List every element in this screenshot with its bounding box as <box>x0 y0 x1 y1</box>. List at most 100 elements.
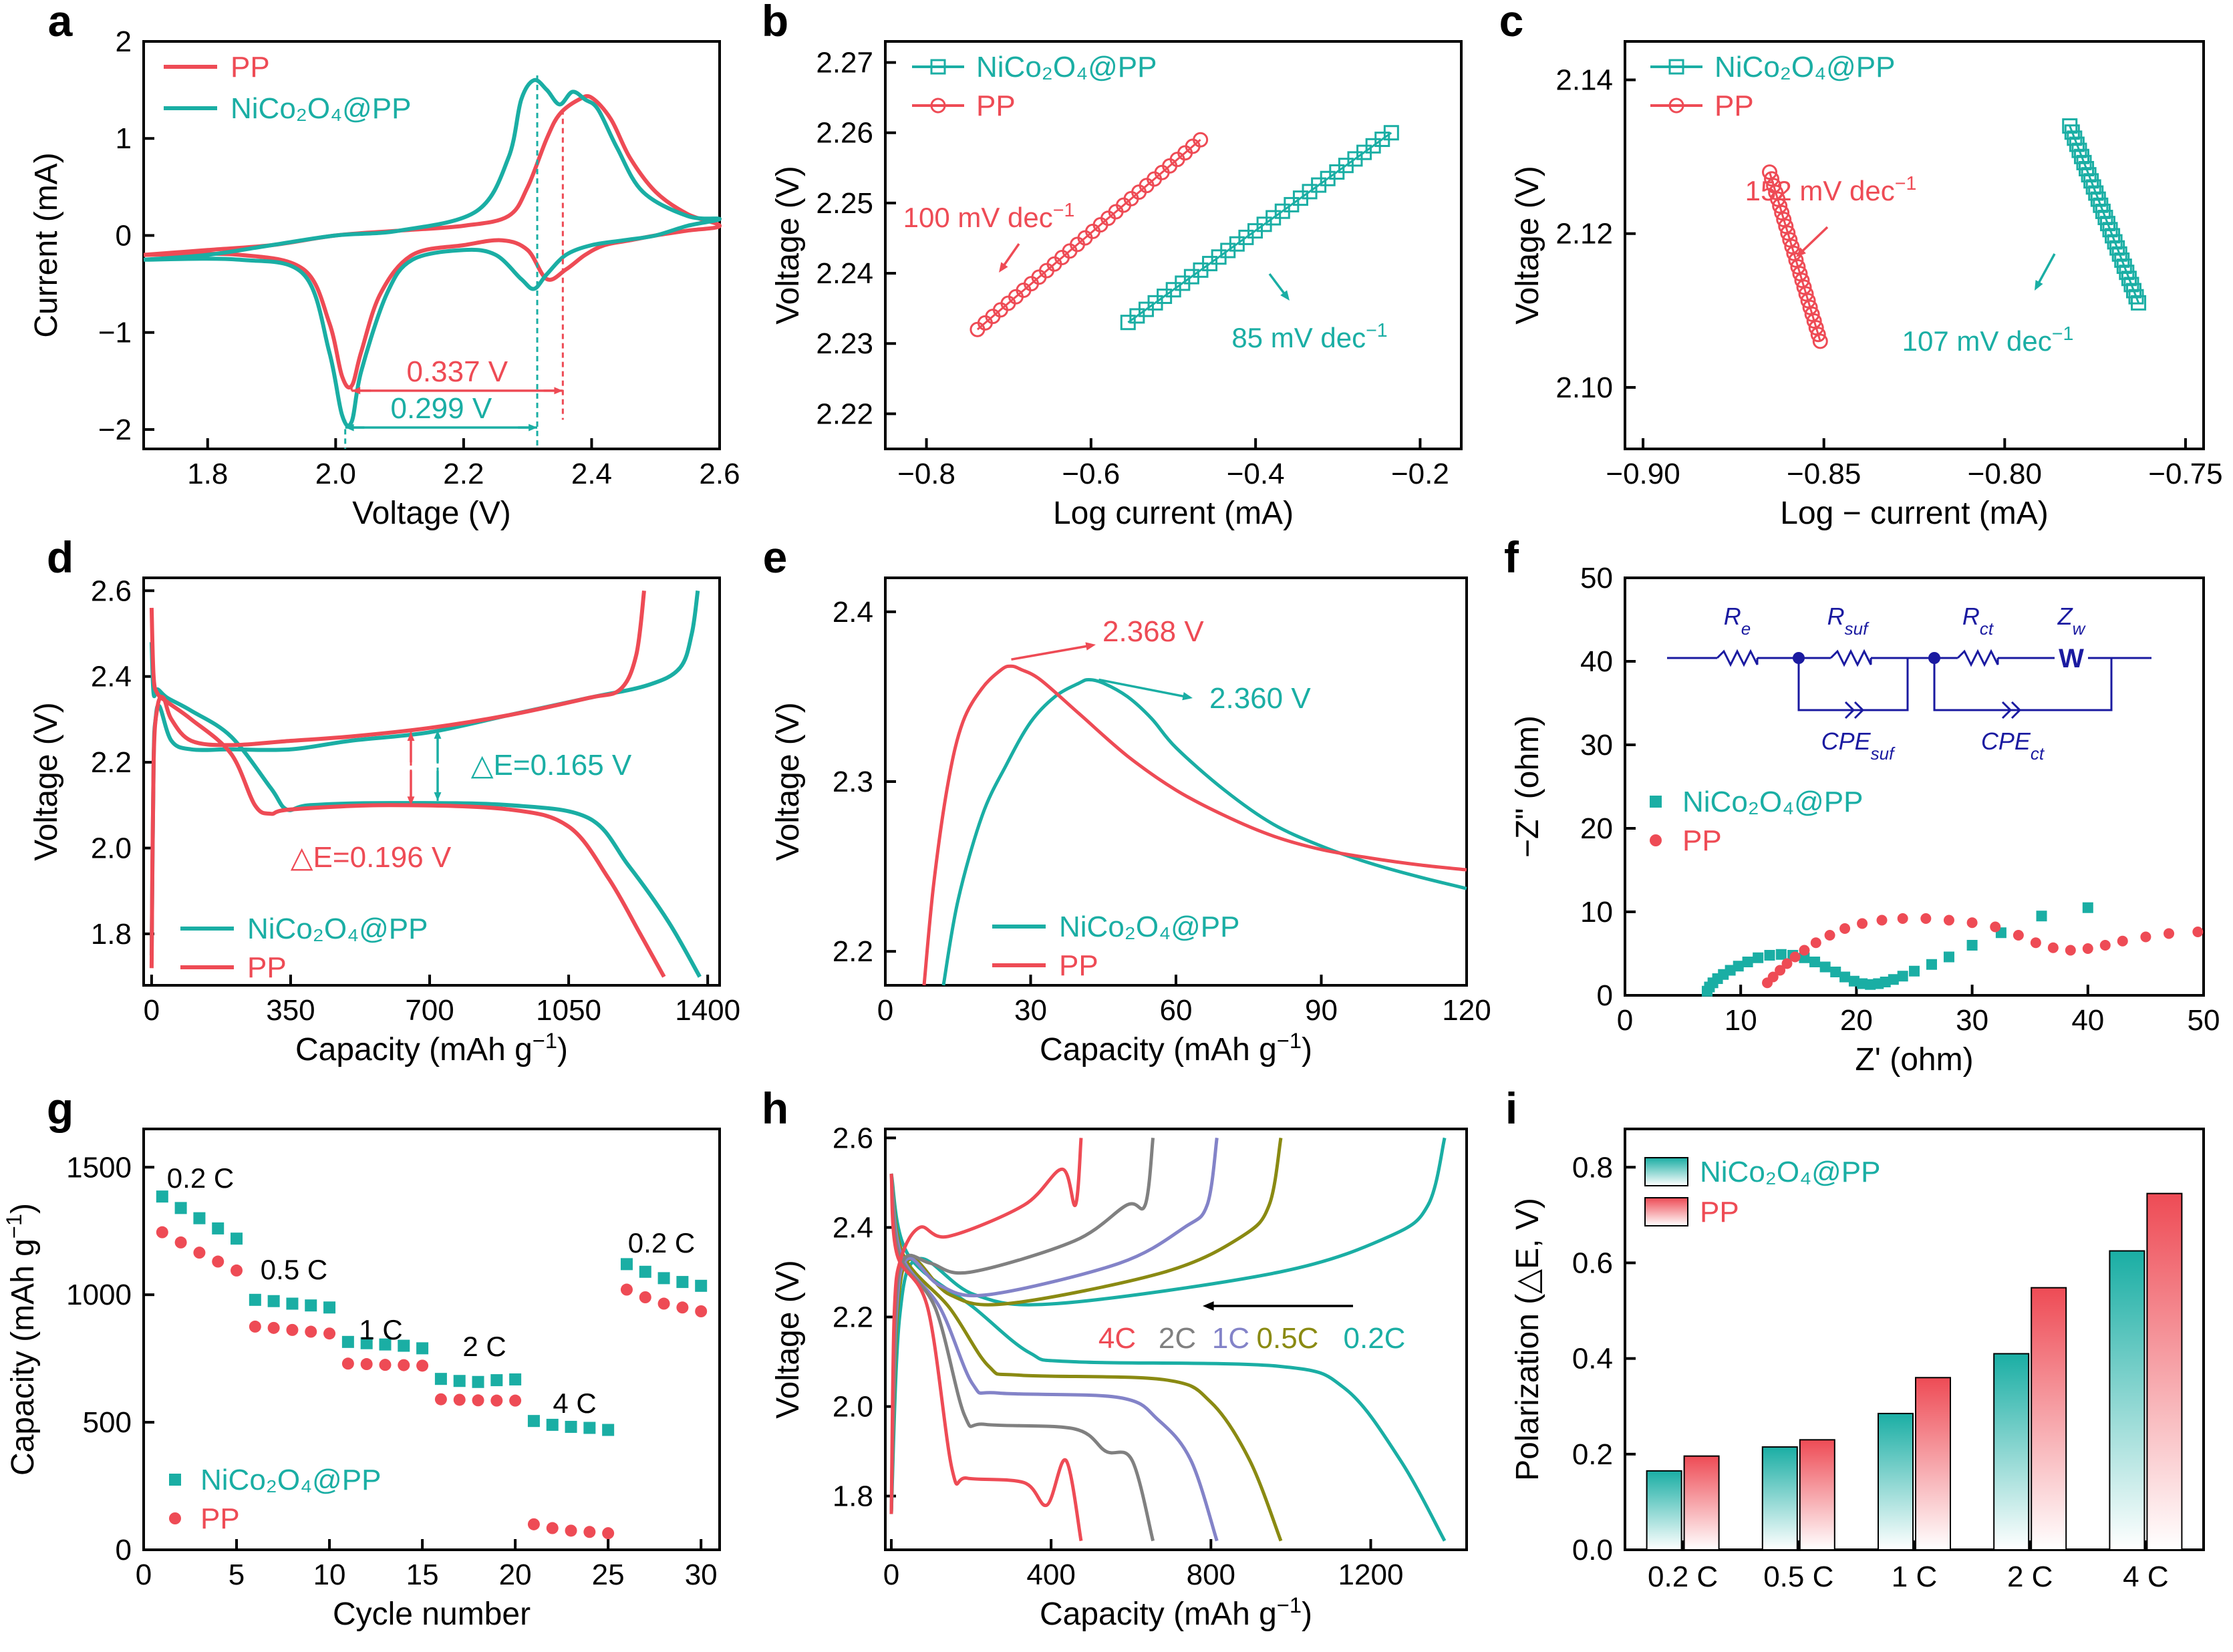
data-point <box>1966 940 1978 951</box>
delta-arrow <box>407 732 415 763</box>
data-point <box>1839 923 1851 934</box>
data-point <box>1383 125 1399 141</box>
data-point <box>2030 937 2041 949</box>
data-point <box>490 1394 503 1407</box>
y-axis-label: Voltage (V) <box>770 1260 806 1418</box>
data-point <box>1848 975 1859 987</box>
peak-label: 2.360 V <box>1209 682 1311 715</box>
arrow-shaft <box>1268 273 1287 297</box>
x-tick-label: 0 <box>883 1558 899 1591</box>
y-axis-label: Voltage (V) <box>29 702 64 860</box>
data-point <box>1897 913 1908 924</box>
wire <box>1797 658 1909 711</box>
arrow-head <box>1280 290 1290 301</box>
panel-f: 0 10 20 30 40 50 0 10 20 30 40 50 f Z' (ohm) −Z" (ohm)… <box>1504 532 2220 1078</box>
data-point <box>1800 293 1816 309</box>
y-axis-label-end: ) <box>5 1203 41 1214</box>
data-point <box>305 1325 317 1338</box>
x-tick-label: 2.0 <box>315 458 356 490</box>
x-tick-label: 15 <box>406 1558 439 1591</box>
x-tick-label: 90 <box>1305 994 1338 1027</box>
x-axis-label: Log − current (mA) <box>1780 496 2048 531</box>
legend-label: PP <box>231 51 270 84</box>
legend-label: PP <box>1700 1196 1739 1228</box>
data-point <box>1857 978 1868 989</box>
y-tick-label: 2.6 <box>91 574 132 607</box>
y-tick-label: 1 <box>116 122 132 155</box>
circuit-label-sub: suf <box>1845 619 1870 639</box>
arrow-head <box>407 732 415 741</box>
data-point <box>1876 915 1888 926</box>
panel-label: i <box>1505 1084 1517 1133</box>
rate-label: 2 C <box>462 1331 506 1362</box>
circuit-label-sub: ct <box>1980 619 1994 639</box>
gcd-curve-3 <box>149 590 646 969</box>
data-point <box>2164 928 2175 939</box>
arrow-head <box>1182 692 1193 701</box>
legend-label: NiCo₂O₄@PP <box>247 913 428 945</box>
x-tick-label: 40 <box>2071 1004 2104 1037</box>
plot-frame <box>1624 40 2205 450</box>
circuit-label-sub: suf <box>1871 744 1896 764</box>
slope-arrow <box>999 242 1020 273</box>
rate-label: 0.2C <box>1344 1322 1406 1355</box>
y-axis-label: Voltage (V) <box>770 166 806 324</box>
arrow-head <box>999 262 1008 273</box>
data-point <box>398 1359 410 1371</box>
data-point <box>602 1527 615 1540</box>
rate-label: 4 C <box>553 1387 596 1419</box>
delta-arrow <box>434 770 442 801</box>
x-tick-label: 1400 <box>675 994 740 1027</box>
discharge-4C <box>889 1173 1083 1542</box>
legend-label: NiCo₂O₄@PP <box>1700 1156 1880 1188</box>
y-tick-label: 2.10 <box>1555 371 1613 404</box>
rate-label: 2C <box>1159 1322 1196 1355</box>
category-label: 0.2 C <box>1648 1560 1718 1593</box>
data-point <box>434 1373 447 1385</box>
data-point <box>472 1394 484 1407</box>
y-tick-label: 2.23 <box>816 327 873 360</box>
data-point <box>676 1301 689 1314</box>
bar <box>2146 1192 2183 1550</box>
x-axis-label: Voltage (V) <box>352 496 510 531</box>
y-tick-label: 40 <box>1580 645 1613 678</box>
fit-line-1 <box>976 139 1201 331</box>
peak-arrow <box>1011 642 1096 661</box>
bar <box>1646 1470 1682 1550</box>
legend-marker <box>1650 796 1662 808</box>
rate-label: 0.5 C <box>261 1254 327 1285</box>
data-point <box>1784 238 1800 255</box>
cpe-symbol <box>1844 701 1855 719</box>
x-axis-label: Capacity (mAh g−1) <box>1040 1028 1312 1068</box>
data-point <box>212 1222 225 1234</box>
x-tick-label: 5 <box>229 1558 245 1591</box>
delta-e-label: △E=0.165 V <box>471 749 632 782</box>
data-point <box>2082 943 2093 954</box>
x-tick-label: 2.6 <box>699 458 740 490</box>
cv-curve-1 <box>143 77 722 428</box>
circuit-label: Zw <box>2057 603 2087 639</box>
data-point <box>527 1415 540 1428</box>
bar <box>1993 1353 2030 1551</box>
x-tick-label: 10 <box>313 1558 346 1591</box>
data-point <box>565 1420 577 1433</box>
arrow-head <box>434 729 442 739</box>
y-tick-label: 2.2 <box>91 746 132 779</box>
data-point <box>509 1373 522 1385</box>
panel-label: c <box>1499 0 1524 45</box>
data-point <box>416 1359 429 1372</box>
x-tick-label: 2.2 <box>443 458 484 490</box>
y-tick-label: 500 <box>83 1406 132 1439</box>
data-point <box>1725 965 1736 976</box>
legend-label: NiCo₂O₄@PP <box>1682 786 1863 818</box>
y-tick-label: 0.0 <box>1572 1534 1613 1566</box>
data-point <box>1808 320 1824 336</box>
data-point <box>1943 915 1954 926</box>
arrow-shaft <box>2037 253 2056 286</box>
data-point <box>267 1295 280 1307</box>
x-tick-label: −0.80 <box>1968 458 2042 490</box>
data-point <box>156 1226 168 1238</box>
circuit-label-sub: e <box>1741 619 1751 639</box>
data-point <box>1782 232 1798 248</box>
